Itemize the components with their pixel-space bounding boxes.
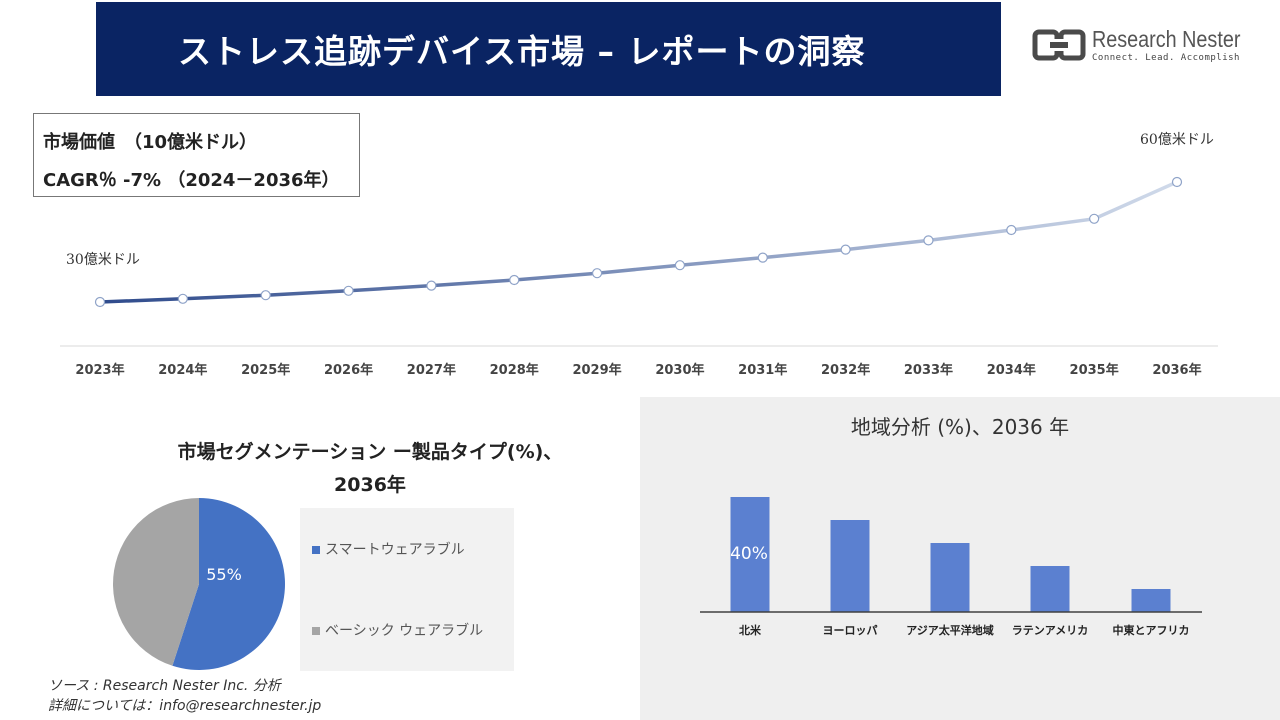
bar-category-label: 北米 [739, 623, 762, 637]
line-point-2024年 [177, 293, 188, 304]
line-point-2034年 [1006, 224, 1017, 236]
pie-slice-basic-wearable [112, 498, 199, 666]
bar-category-label: ラテンアメリカ [1012, 624, 1088, 637]
pie-title-line1: 市場セグメンテーション ー製品タイプ(%)、 [177, 441, 563, 463]
research-nester-logo-icon [1032, 29, 1086, 61]
bar-chart-title: 地域分析 (%)、2036 年 [850, 415, 1070, 439]
bar-data-label: 40% [730, 544, 768, 564]
legend-label-basic-wearable: ベーシック ウェアラブル [325, 623, 484, 639]
x-tick-label: 2025年 [241, 362, 290, 378]
regional-analysis-panel: 地域分析 (%)、2036 年 北米 ヨーロッパ アジア太平洋地域 ラテンアメリカ 中東… [640, 397, 1280, 720]
line-point-2026年 [343, 285, 354, 296]
line-point-2029年 [591, 268, 603, 279]
line-point-2028年 [509, 274, 520, 286]
pie-legend: スマートウェアラブル ベーシック ウェアラブル [300, 508, 514, 671]
line-point-2033年 [923, 235, 934, 246]
pie-title-line2: 2036年 [334, 474, 406, 496]
cagr-label: CAGR％ -7% （2024－2036年） [43, 170, 340, 191]
x-tick-label: 2033年 [904, 362, 953, 378]
logo-name: Research Nester [1092, 26, 1241, 52]
x-tick-label: 2026年 [324, 362, 373, 378]
bar-4 [1030, 566, 1070, 612]
source-note: ソース : Research Nester Inc. 分析 詳細については：in… [48, 676, 321, 716]
x-tick-label: 2028年 [490, 362, 539, 378]
logo-tagline: Connect. Lead. Accomplish [1092, 53, 1240, 63]
bar-5 [1131, 589, 1171, 612]
bar-category-label: 中東とアフリカ [1113, 623, 1190, 637]
page-title: ストレス追跡デバイス市場 – レポートの洞察 [96, 2, 1001, 96]
line-point-2023年 [94, 296, 106, 308]
pie-chart-title: 市場セグメンテーション ー製品タイプ(%)、 2036年 [130, 436, 610, 502]
legend-item-smart-wearable: スマートウェアラブル [312, 539, 465, 559]
legend-swatch-smart-wearable [312, 546, 320, 554]
legend-label-smart-wearable: スマートウェアラブル [325, 542, 465, 558]
x-tick-label: 2032年 [821, 362, 870, 378]
line-point-2036年 [1171, 176, 1183, 188]
line-point-2032年 [840, 244, 851, 255]
x-tick-label: 2035年 [1070, 362, 1119, 378]
source-line: ソース : Research Nester Inc. 分析 [48, 678, 281, 694]
legend-swatch-basic-wearable [312, 627, 320, 635]
bar-category-label: ヨーロッパ [823, 624, 878, 637]
x-tick-label: 2034年 [987, 362, 1036, 378]
bar-1 [730, 497, 770, 612]
end-value-label: 60億米ドル [1140, 132, 1214, 148]
line-point-2027年 [426, 280, 437, 291]
x-tick-label: 2027年 [407, 362, 456, 378]
line-point-2025年 [260, 290, 271, 301]
x-tick-label: 2023年 [75, 362, 124, 378]
line-point-2035年 [1089, 213, 1100, 224]
line-point-2030年 [674, 260, 686, 271]
contact-line: 詳細については：info@researchnester.jp [48, 698, 322, 714]
x-tick-label: 2024年 [158, 362, 207, 378]
x-tick-label: 2036年 [1152, 362, 1201, 378]
market-line-chart: 2023年 2024年 2025年 2026年 2027年 2028年 2029年 2030年… [60, 132, 1218, 378]
bar-2 [830, 520, 870, 612]
x-tick-label: 2031年 [738, 362, 787, 378]
market-trend-line [99, 180, 1178, 304]
bar-3 [930, 543, 970, 612]
market-info-box: 市場価値 （10億米ドル） CAGR％ -7% （2024－2036年） [33, 113, 360, 197]
legend-item-basic-wearable: ベーシック ウェアラブル [312, 620, 483, 640]
bar-category-label: アジア太平洋地域 [906, 623, 994, 637]
line-point-2031年 [757, 252, 768, 263]
research-nester-logo: Research Nester Connect. Lead. Accomplis… [1032, 26, 1252, 66]
start-value-label: 30億米ドル [66, 252, 140, 268]
x-tick-label: 2029年 [572, 362, 621, 378]
pie-slice-label: 55% [206, 565, 242, 584]
market-value-label: 市場価値 （10億米ドル） [43, 132, 258, 153]
product-type-pie-chart: 55% [112, 498, 285, 670]
x-tick-label: 2030年 [655, 362, 704, 378]
pie-slice-smart-wearable [172, 498, 285, 670]
regional-bar-chart: 北米 ヨーロッパ アジア太平洋地域 ラテンアメリカ 中東とアフリカ 40% [700, 497, 1202, 637]
